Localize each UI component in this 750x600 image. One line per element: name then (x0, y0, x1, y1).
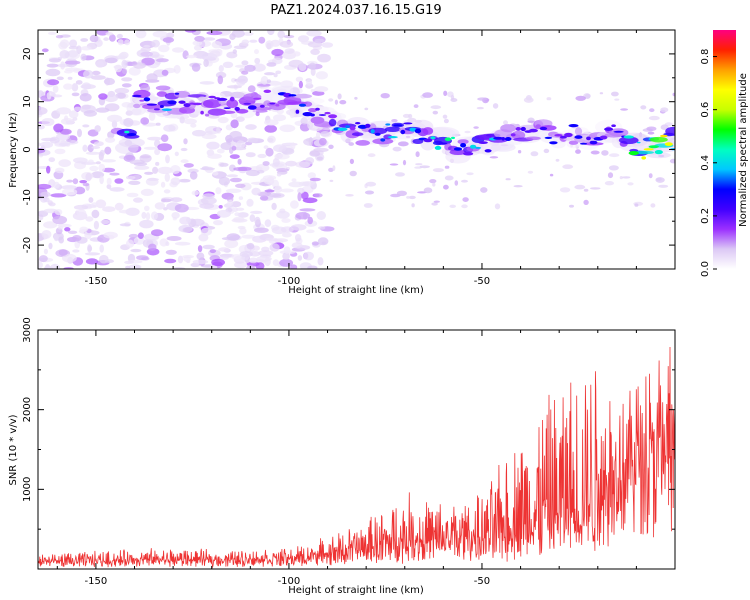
spectrogram-x-axis-label: Height of straight line (km) (288, 285, 424, 296)
snr-y-tick-label: 3000 (22, 317, 33, 342)
spectrogram-field (38, 30, 675, 269)
colorbar-tick-label: 0.4 (700, 155, 711, 171)
spectrogram-x-tick-label: -50 (474, 276, 490, 287)
snr-y-axis-label: SNR (10 * v/v) (8, 414, 19, 485)
spectrogram-y-tick-label: -10 (22, 189, 33, 205)
spectrogram-y-tick-label: 20 (22, 48, 33, 61)
snr-y-tick-label: 1000 (22, 477, 33, 502)
colorbar-tick-label: 0.8 (700, 49, 711, 65)
spectrogram-x-tick-label: -150 (85, 276, 108, 287)
colorbar-tick-label: 0.0 (700, 261, 711, 277)
spectrogram-x-ticks: -150 -100 -50 (56, 30, 676, 287)
snr-y-tick-label: 2000 (22, 397, 33, 422)
colorbar-gradient (713, 30, 736, 269)
colorbar-ticks: 0.0 0.2 0.4 0.6 0.8 (700, 49, 717, 277)
snr-panel: -150 -100 -50 1000 2000 3000 Height of strai… (8, 317, 676, 596)
spectrogram-y-tick-label: 0 (22, 146, 33, 152)
snr-y-ticks: 1000 2000 3000 (22, 317, 675, 570)
colorbar: 0.0 0.2 0.4 0.6 0.8 Normalized spectral ampl… (700, 30, 749, 277)
colorbar-label: Normalized spectral amplitude (738, 73, 749, 227)
spectrogram-y-tick-label: 10 (22, 95, 33, 108)
spectrogram-y-tick-label: -20 (22, 237, 33, 253)
snr-x-tick-label: -100 (278, 576, 301, 587)
colorbar-tick-label: 0.2 (700, 208, 711, 224)
snr-x-tick-label: -50 (474, 576, 490, 587)
snr-x-axis-label: Height of straight line (km) (288, 585, 424, 596)
spectrogram-y-axis-label: Frequency (Hz) (8, 112, 19, 188)
snr-x-ticks: -150 -100 -50 (56, 330, 676, 587)
colorbar-tick-label: 0.6 (700, 102, 711, 118)
snr-x-tick-label: -150 (85, 576, 108, 587)
spectrogram-x-tick-label: -100 (278, 276, 301, 287)
spectrogram-plot-area (38, 30, 675, 269)
figure-title: PAZ1.2024.037.16.15.G19 (270, 3, 441, 18)
spectrogram-y-ticks: -20 -10 0 10 20 (22, 29, 675, 270)
snr-series-line (37, 346, 676, 569)
